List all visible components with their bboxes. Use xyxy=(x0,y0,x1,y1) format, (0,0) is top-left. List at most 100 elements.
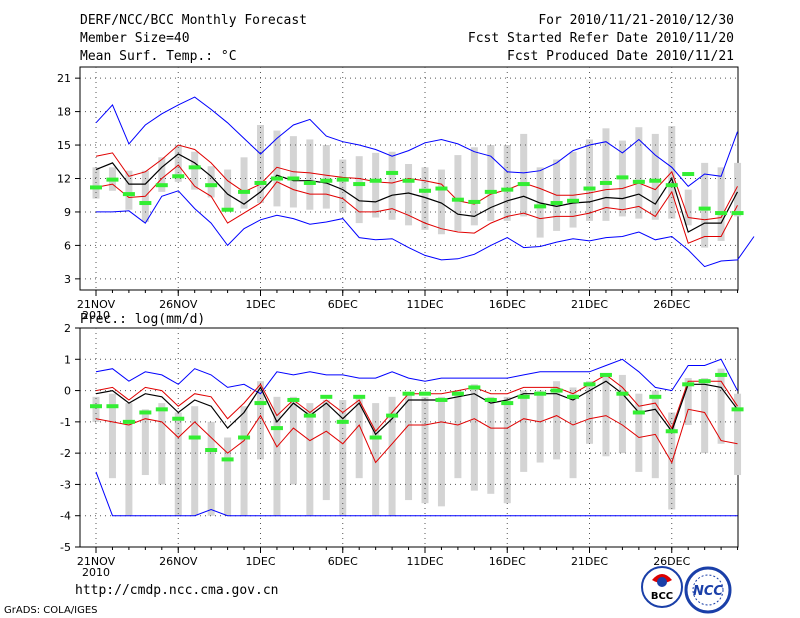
y-tick-label: 1 xyxy=(64,353,71,366)
spread-bar xyxy=(257,381,264,460)
median-marker xyxy=(353,182,366,187)
spread-bar xyxy=(273,130,281,207)
median-marker xyxy=(369,435,382,440)
spread-bar xyxy=(388,396,396,516)
x-tick-label: 26NOV xyxy=(159,555,198,568)
spread-bar xyxy=(734,162,742,217)
source-url[interactable]: http://cmdp.ncc.cma.gov.cn xyxy=(75,583,279,598)
spread-bar xyxy=(635,127,643,219)
median-marker xyxy=(139,410,152,415)
spread-bar xyxy=(569,151,577,228)
median-marker xyxy=(369,178,382,183)
spread-bar xyxy=(503,396,511,504)
median-marker xyxy=(155,407,168,412)
median-marker xyxy=(270,426,283,431)
median-marker xyxy=(172,416,185,421)
median-marker xyxy=(353,394,366,399)
spread-bar xyxy=(273,396,281,516)
spread-bar xyxy=(191,406,199,516)
y-tick-label: -1 xyxy=(60,416,71,429)
median-marker xyxy=(303,413,316,418)
median-marker xyxy=(550,201,563,206)
median-marker xyxy=(632,179,645,184)
spread-bar xyxy=(405,164,413,226)
x-tick-label: 16DEC xyxy=(489,555,526,568)
spread-bar xyxy=(470,384,478,491)
spread-bar xyxy=(618,374,626,454)
lower-spread-line xyxy=(95,164,738,244)
spread-bar xyxy=(355,396,363,479)
median-marker xyxy=(715,211,728,216)
median-marker xyxy=(583,186,596,191)
spread-bar xyxy=(684,189,692,226)
min-envelope-line xyxy=(95,471,738,517)
spread-bar xyxy=(405,393,413,501)
median-marker xyxy=(665,429,678,434)
lower-spread-line xyxy=(95,408,738,464)
median-marker xyxy=(254,401,267,406)
spread-bar xyxy=(174,145,182,182)
median-marker xyxy=(468,385,481,390)
year-label: 2010 xyxy=(82,566,110,579)
median-marker xyxy=(599,180,612,185)
spread-bar xyxy=(520,390,528,472)
median-marker xyxy=(254,180,267,185)
spread-bar xyxy=(487,145,495,221)
median-marker xyxy=(616,175,629,180)
spread-bar xyxy=(651,133,659,220)
median-marker xyxy=(649,394,662,399)
spread-bar xyxy=(520,133,528,217)
spread-bar xyxy=(635,393,643,472)
spread-bar xyxy=(322,399,330,501)
x-tick-label: 26DEC xyxy=(653,555,690,568)
min-envelope-line xyxy=(96,190,755,268)
median-marker xyxy=(336,177,349,182)
median-marker xyxy=(155,183,168,188)
median-marker xyxy=(583,382,596,387)
median-marker xyxy=(122,419,135,424)
median-marker xyxy=(599,372,612,377)
year-label: 2010 xyxy=(82,309,110,322)
spread-bar xyxy=(207,421,215,516)
x-tick-label: 21NOV xyxy=(77,555,116,568)
x-tick-label: 6DEC xyxy=(328,555,358,568)
x-tick-label: 1DEC xyxy=(245,298,275,311)
median-marker xyxy=(484,189,497,194)
y-tick-label: 6 xyxy=(64,239,71,252)
median-marker xyxy=(287,397,300,402)
y-tick-label: 0 xyxy=(64,385,71,398)
y-tick-label: 18 xyxy=(57,106,71,119)
spread-bar xyxy=(602,128,610,221)
spread-bar xyxy=(306,139,314,210)
spread-bar xyxy=(437,169,445,235)
median-marker xyxy=(336,419,349,424)
max-envelope-line xyxy=(95,358,738,395)
x-tick-label: 11DEC xyxy=(406,298,443,311)
spread-bar xyxy=(586,381,593,444)
spread-bar xyxy=(684,378,692,425)
spread-bar xyxy=(141,409,149,476)
median-marker xyxy=(698,379,711,384)
spread-bar xyxy=(421,396,429,504)
median-marker xyxy=(435,186,448,191)
spread-bar xyxy=(339,399,347,516)
median-marker xyxy=(649,178,662,183)
median-marker xyxy=(567,198,580,203)
spread-bar xyxy=(224,437,232,516)
y-tick-label: -3 xyxy=(60,478,71,491)
upper-spread-line xyxy=(95,144,738,221)
spread-bar xyxy=(174,412,182,516)
median-marker xyxy=(501,187,514,192)
median-marker xyxy=(287,176,300,181)
ensemble-mean-line xyxy=(95,153,739,233)
median-marker xyxy=(90,404,102,409)
y-tick-label: 21 xyxy=(57,72,71,85)
spread-bar xyxy=(306,403,314,516)
spread-bar xyxy=(717,368,725,444)
x-tick-label: 1DEC xyxy=(245,555,275,568)
median-marker xyxy=(715,372,728,377)
member-size: Member Size=40 xyxy=(80,31,190,46)
median-marker xyxy=(270,176,283,181)
median-marker xyxy=(386,170,399,175)
median-marker xyxy=(419,391,431,396)
